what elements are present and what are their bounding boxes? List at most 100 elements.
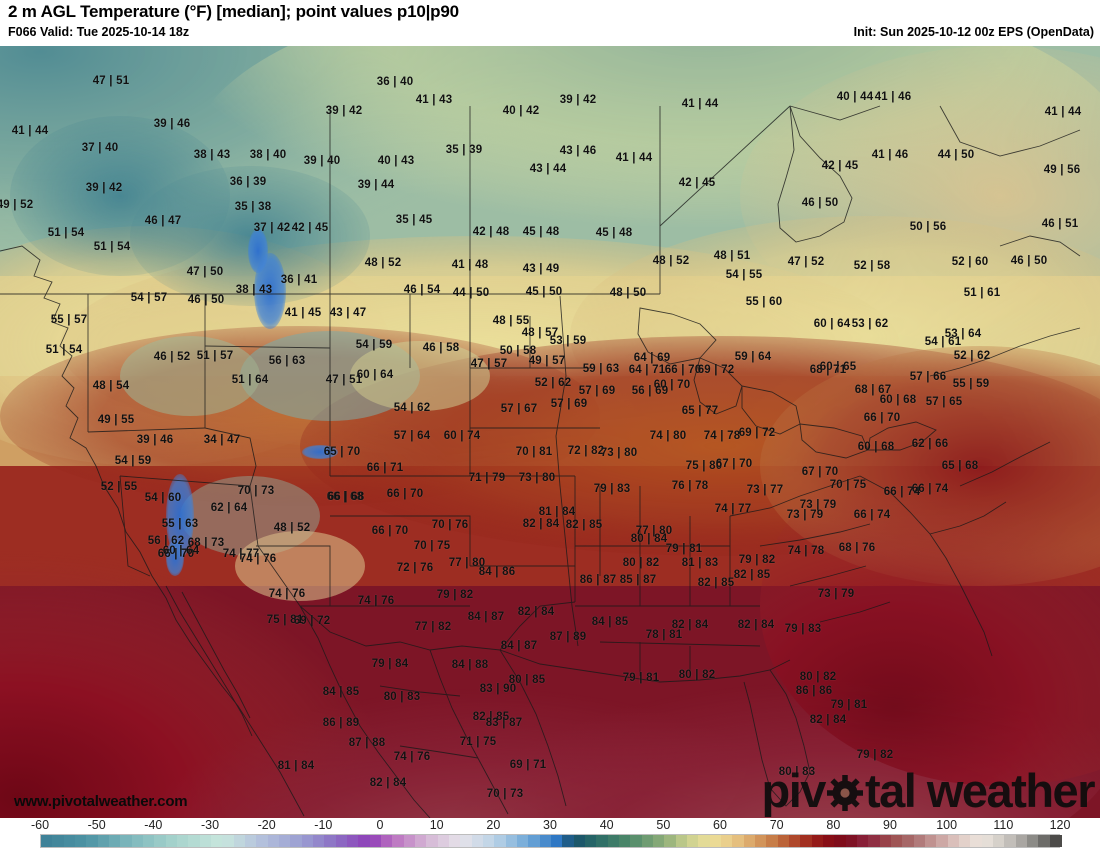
colorbar-segment — [789, 835, 801, 847]
point-value: 70 | 75 — [829, 479, 867, 491]
colorbar-segment — [766, 835, 779, 847]
colorbar-segment — [868, 835, 881, 847]
colorbar-segment — [245, 835, 257, 847]
point-value: 79 | 83 — [593, 483, 631, 495]
colorbar-segment — [131, 835, 144, 847]
point-value: 60 | 65 — [819, 361, 857, 373]
map-panel[interactable]: 41 | 44 47 | 51 39 | 46 37 | 40 38 | 43 38 | … — [0, 46, 1100, 818]
point-value: 36 | 39 — [229, 176, 267, 188]
colorbar-segment — [324, 835, 337, 847]
point-value: 52 | 62 — [534, 377, 572, 389]
colorbar-segment — [347, 835, 359, 847]
point-value: 54 | 61 — [924, 336, 962, 348]
point-value: 67 | 70 — [715, 458, 753, 470]
point-value: 86 | 86 — [795, 685, 833, 697]
point-value: 77 | 82 — [414, 621, 452, 633]
point-value: 53 | 59 — [549, 335, 587, 347]
point-value: 79 | 82 — [436, 589, 474, 601]
point-value: 78 | 81 — [645, 629, 683, 641]
point-value: 71 | 79 — [468, 472, 506, 484]
point-value: 69 | 72 — [293, 615, 331, 627]
point-value: 36 | 40 — [376, 76, 414, 88]
point-value: 86 | 89 — [322, 717, 360, 729]
point-value: 76 | 78 — [671, 480, 709, 492]
point-value: 57 | 69 — [578, 385, 616, 397]
point-value: 46 | 54 — [403, 284, 441, 296]
colorbar-segment — [483, 835, 495, 847]
colorbar-segment — [290, 835, 303, 847]
point-value: 45 | 48 — [595, 227, 633, 239]
point-value: 69 | 72 — [697, 364, 735, 376]
point-value: 81 | 84 — [538, 506, 576, 518]
colorbar-segment — [675, 835, 688, 847]
colorbar-segment — [256, 835, 269, 847]
point-value: 74 | 76 — [239, 553, 277, 565]
gear-icon — [825, 769, 865, 818]
colorbar-tick: -50 — [87, 818, 106, 832]
colorbar-segment — [528, 835, 541, 847]
colorbar-segment — [811, 835, 824, 847]
point-value: 65 | 68 — [941, 460, 979, 472]
colorbar-segment — [199, 835, 212, 847]
point-value: 36 | 41 — [280, 274, 318, 286]
colorbar-segment — [970, 835, 983, 847]
point-value: 54 | 60 — [144, 492, 182, 504]
colorbar-segment — [755, 835, 767, 847]
point-value: 69 | 71 — [509, 759, 547, 771]
colorbar-segment — [75, 835, 87, 847]
point-value: 83 | 90 — [479, 683, 517, 695]
colorbar-segment — [188, 835, 201, 847]
colorbar-segment — [834, 835, 847, 847]
point-value: 48 | 50 — [609, 287, 647, 299]
colorbar-panel[interactable]: -60 -50 -40 -30 -20 -10 0 10 20 30 40 50 60 70 80 90 100… — [0, 818, 1100, 850]
colorbar-segment — [947, 835, 960, 847]
point-value: 81 | 83 — [681, 557, 719, 569]
point-value: 66 | 68 — [327, 491, 365, 503]
colorbar-segment — [709, 835, 722, 847]
point-value: 43 | 44 — [529, 163, 567, 175]
colorbar-segment — [925, 835, 937, 847]
colorbar-segment — [981, 835, 994, 847]
forecast-valid-time: F066 Valid: Tue 2025-10-14 18z — [8, 25, 190, 39]
point-value: 51 | 54 — [45, 344, 83, 356]
point-value: 82 | 85 — [733, 569, 771, 581]
colorbar-segment — [517, 835, 529, 847]
point-value: 73 | 80 — [518, 472, 556, 484]
point-value: 72 | 82 — [567, 445, 605, 457]
point-value: 66 | 74 — [883, 486, 921, 498]
point-value: 47 | 50 — [186, 266, 224, 278]
colorbar-segment — [879, 835, 892, 847]
point-value: 41 | 46 — [874, 91, 912, 103]
point-value: 80 | 82 — [678, 669, 716, 681]
colorbar-segment — [619, 835, 631, 847]
point-value: 73 | 79 — [817, 588, 855, 600]
point-value: 79 | 81 — [665, 543, 703, 555]
colorbar-tick: 90 — [883, 818, 897, 832]
colorbar-segment — [358, 835, 371, 847]
colorbar-segment — [63, 835, 76, 847]
point-value: 66 | 70 — [371, 525, 409, 537]
point-value: 51 | 64 — [231, 374, 269, 386]
point-value: 41 | 48 — [451, 259, 489, 271]
colorbar-gradient[interactable] — [40, 834, 1062, 848]
point-value: 42 | 45 — [821, 160, 859, 172]
colorbar-segment — [267, 835, 280, 847]
colorbar-segment — [403, 835, 416, 847]
point-value: 54 | 62 — [393, 402, 431, 414]
colorbar-segment — [109, 835, 121, 847]
colorbar-segment — [211, 835, 223, 847]
colorbar-tick: 0 — [376, 818, 384, 832]
temperature-field — [0, 46, 1100, 818]
point-value: 80 | 82 — [622, 557, 660, 569]
point-value: 57 | 64 — [393, 430, 431, 442]
point-value: 62 | 66 — [911, 438, 949, 450]
point-value: 56 | 62 — [147, 535, 185, 547]
point-value: 70 | 81 — [515, 446, 553, 458]
point-value: 37 | 40 — [81, 142, 119, 154]
colorbar-segment — [494, 835, 507, 847]
colorbar-segment — [551, 835, 563, 847]
point-value: 39 | 46 — [153, 118, 191, 130]
colorbar-segment — [800, 835, 813, 847]
point-value: 53 | 62 — [851, 318, 889, 330]
point-value: 42 | 48 — [472, 226, 510, 238]
